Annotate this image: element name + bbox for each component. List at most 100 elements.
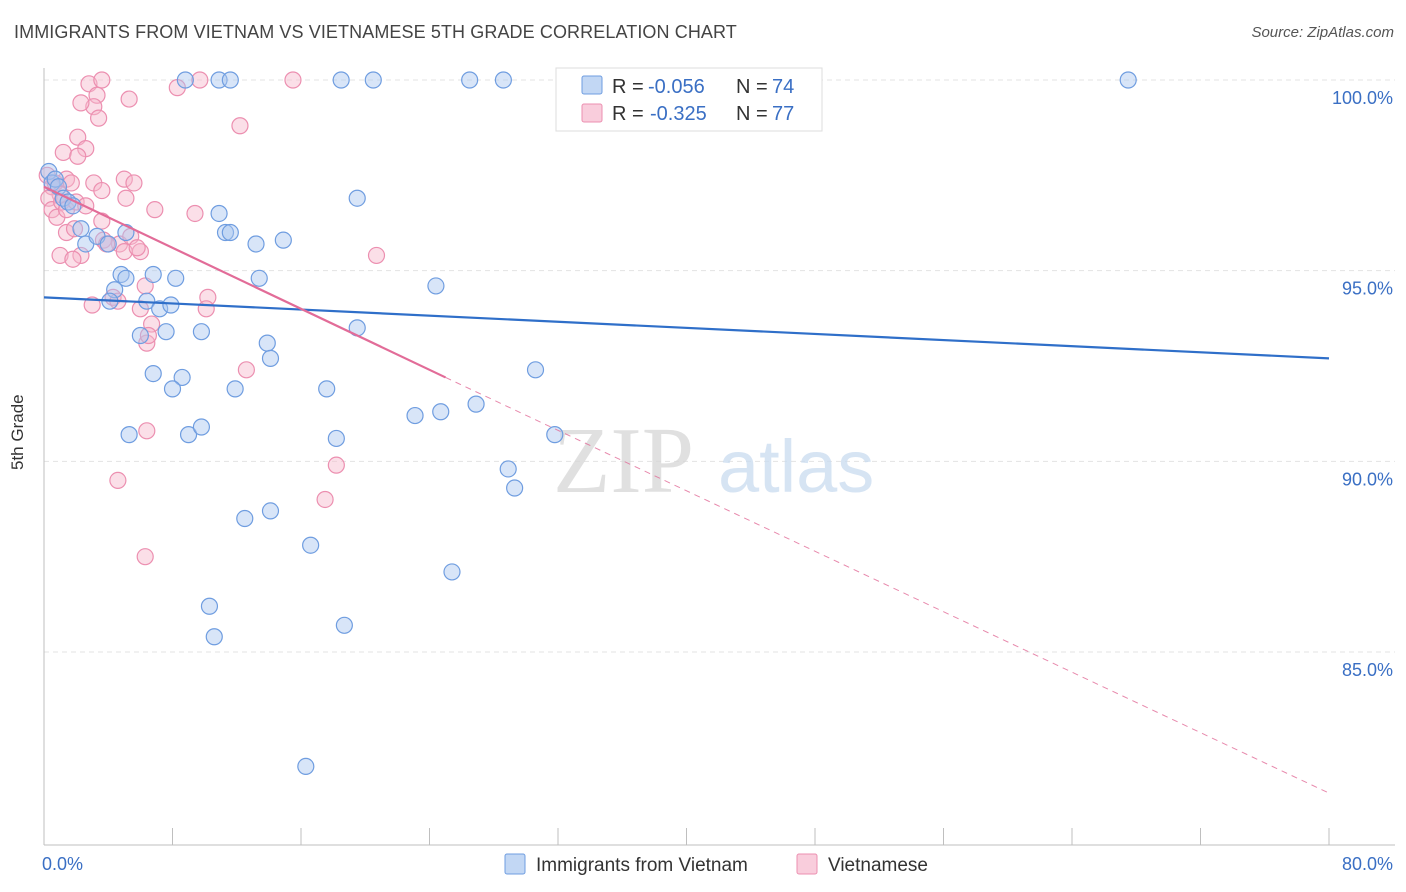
data-point-immigrants-from-vietnam <box>247 235 265 253</box>
data-point-immigrants-from-vietnam <box>157 323 175 341</box>
data-point-immigrants-from-vietnam <box>163 380 182 398</box>
legend-box: R = -0.056 N = 74 R = -0.325 N = 77 <box>555 67 823 132</box>
data-point-vietnamese <box>90 109 108 127</box>
data-point-immigrants-from-vietnam <box>406 406 424 425</box>
data-point-immigrants-from-vietnam <box>332 71 350 89</box>
data-point-immigrants-from-vietnam <box>432 403 450 421</box>
data-point-immigrants-from-vietnam <box>226 380 244 398</box>
bottom-legend-swatch-pink <box>796 853 818 875</box>
data-point-vietnamese <box>83 296 101 314</box>
watermark-atlas: atlas <box>718 425 874 508</box>
data-point-immigrants-from-vietnam <box>200 597 219 615</box>
data-point-immigrants-from-vietnam <box>216 223 235 242</box>
legend-swatch-pink <box>581 103 603 123</box>
gridlines <box>44 79 1395 653</box>
legend-n-value-2: 77 <box>772 103 794 125</box>
legend-swatch-blue <box>581 75 603 95</box>
data-point-immigrants-from-vietnam <box>274 231 292 249</box>
trend-line-vietnamese <box>43 185 447 379</box>
data-point-immigrants-from-vietnam <box>144 365 162 383</box>
watermark: ZIP atlas <box>553 409 874 513</box>
data-point-immigrants-from-vietnam <box>221 71 239 89</box>
data-point-vietnamese <box>120 90 138 108</box>
data-point-immigrants-from-vietnam <box>192 418 211 436</box>
data-point-vietnamese <box>186 204 204 223</box>
data-point-immigrants-from-vietnam <box>173 368 191 387</box>
data-point-vietnamese <box>367 246 386 265</box>
data-point-immigrants-from-vietnam <box>192 323 211 341</box>
data-point-immigrants-from-vietnam <box>236 509 254 528</box>
x-tick-label: 80.0% <box>1342 854 1393 874</box>
legend-n-label-2: N = <box>736 103 768 125</box>
data-point-immigrants-from-vietnam <box>546 426 564 444</box>
data-point-immigrants-from-vietnam <box>494 71 512 89</box>
data-point-immigrants-from-vietnam <box>99 235 117 253</box>
data-point-vietnamese <box>93 71 111 89</box>
data-point-immigrants-from-vietnam <box>250 269 268 287</box>
x-tick-label: 0.0% <box>42 854 83 874</box>
y-tick-label: 85.0% <box>1342 660 1393 680</box>
legend-r-label-1: R = <box>612 76 644 98</box>
data-point-immigrants-from-vietnam <box>210 204 228 223</box>
data-point-immigrants-from-vietnam <box>162 296 180 314</box>
data-point-immigrants-from-vietnam <box>72 220 90 238</box>
data-point-immigrants-from-vietnam <box>205 628 223 646</box>
chart-title: IMMIGRANTS FROM VIETNAM VS VIETNAMESE 5T… <box>14 22 737 42</box>
data-point-immigrants-from-vietnam <box>151 300 169 318</box>
data-point-immigrants-from-vietnam <box>117 223 135 242</box>
data-point-vietnamese <box>146 201 164 219</box>
bottom-legend-label-blue: Immigrants from Vietnam <box>536 855 748 876</box>
source-credit: Source: ZipAtlas.com <box>1251 24 1394 41</box>
data-point-immigrants-from-vietnam <box>526 361 545 379</box>
bottom-legend: Immigrants from Vietnam Vietnamese <box>504 853 928 876</box>
data-point-vietnamese <box>128 239 146 257</box>
bottom-legend-label-pink: Vietnamese <box>828 855 928 876</box>
y-tick-label: 100.0% <box>1332 88 1393 108</box>
data-point-vietnamese <box>62 174 80 192</box>
data-point-immigrants-from-vietnam <box>335 616 353 634</box>
legend-r-value-2: -0.325 <box>650 103 707 125</box>
trend-lines <box>43 185 1330 794</box>
data-point-immigrants-from-vietnam <box>144 265 162 284</box>
data-point-immigrants-from-vietnam <box>467 395 485 413</box>
data-point-vietnamese <box>117 189 135 207</box>
data-point-vietnamese <box>197 300 215 318</box>
data-point-vietnamese <box>115 170 133 188</box>
data-point-immigrants-from-vietnam <box>327 429 345 448</box>
legend-r-value-1: -0.056 <box>648 76 705 98</box>
data-point-vietnamese <box>191 71 209 89</box>
data-point-vietnamese <box>327 456 345 474</box>
data-point-vietnamese <box>51 246 69 265</box>
data-point-vietnamese <box>231 117 249 135</box>
legend-r-label-2: R = <box>612 103 644 125</box>
data-point-vietnamese <box>125 174 143 192</box>
data-point-vietnamese <box>93 181 111 200</box>
data-point-immigrants-from-vietnam <box>318 380 336 398</box>
data-point-vietnamese <box>64 250 82 268</box>
y-tick-label: 95.0% <box>1342 279 1393 299</box>
data-point-immigrants-from-vietnam <box>443 563 461 581</box>
data-point-vietnamese <box>284 71 302 89</box>
series-vietnamese <box>38 71 386 566</box>
data-point-immigrants-from-vietnam <box>499 460 517 478</box>
data-point-immigrants-from-vietnam <box>167 269 185 287</box>
data-point-vietnamese <box>136 548 154 566</box>
data-point-immigrants-from-vietnam <box>1119 71 1137 89</box>
data-point-vietnamese <box>54 143 72 162</box>
series-immigrants-from-vietnam <box>40 71 1137 776</box>
axes <box>43 68 1395 846</box>
data-point-immigrants-from-vietnam <box>120 426 138 444</box>
data-point-immigrants-from-vietnam <box>117 269 135 287</box>
data-point-immigrants-from-vietnam <box>427 277 445 295</box>
data-point-immigrants-from-vietnam <box>176 71 194 89</box>
legend-n-label-1: N = <box>736 76 768 98</box>
trend-line-vietnamese-extension <box>445 376 1330 794</box>
data-point-immigrants-from-vietnam <box>506 479 524 497</box>
trend-line-immigrants-from-vietnam <box>43 296 1330 360</box>
data-point-immigrants-from-vietnam <box>364 71 382 89</box>
data-point-immigrants-from-vietnam <box>348 189 366 207</box>
data-point-immigrants-from-vietnam <box>261 502 280 520</box>
data-point-immigrants-from-vietnam <box>297 757 315 776</box>
data-point-immigrants-from-vietnam <box>258 334 276 352</box>
